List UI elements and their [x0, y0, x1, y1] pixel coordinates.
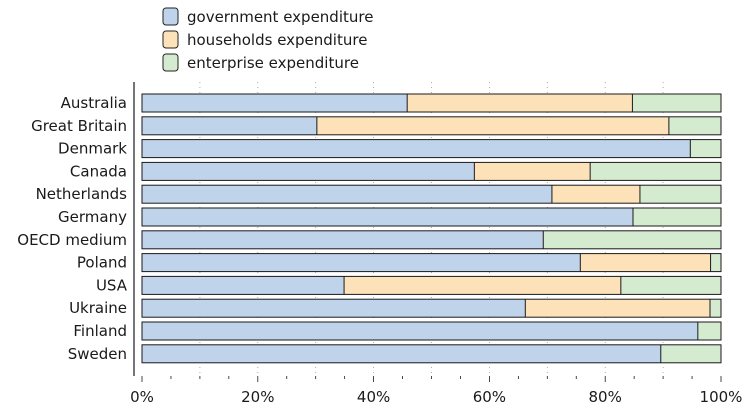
bar-usa-government-expenditure: [142, 276, 345, 295]
bar-denmark-enterprise-expenditure: [690, 139, 721, 158]
category-label-oecd-medium: OECD medium: [17, 231, 127, 249]
bar-oecd-medium-government-expenditure: [142, 230, 544, 249]
bar-usa-enterprise-expenditure: [620, 276, 721, 295]
legend-swatch-enterprise-expenditure: [162, 53, 179, 72]
bar-netherlands-government-expenditure: [142, 185, 552, 204]
category-labels: Australia Great Britain Denmark Canada Nethe…: [17, 94, 127, 363]
category-label-australia: Australia: [61, 94, 127, 112]
x-tick-label-100: 100%: [700, 388, 742, 406]
bars: [141, 93, 722, 364]
category-label-finland: Finland: [73, 322, 127, 340]
bar-outline-australia: [141, 93, 722, 113]
x-tick-label-0: 0%: [130, 388, 154, 406]
bar-outline-ukraine: [141, 298, 722, 318]
bar-sweden-enterprise-expenditure: [660, 344, 721, 363]
bar-outline-germany: [141, 207, 722, 227]
bar-canada-government-expenditure: [142, 162, 475, 181]
bar-australia-enterprise-expenditure: [632, 94, 721, 112]
bar-germany-enterprise-expenditure: [632, 208, 721, 226]
category-label-canada: Canada: [70, 162, 127, 180]
bar-usa-households-expenditure: [344, 276, 621, 295]
legend-swatch-households-expenditure: [162, 30, 179, 49]
category-label-sweden: Sweden: [68, 345, 127, 363]
bar-germany-government-expenditure: [142, 208, 633, 226]
bar-outline-sweden: [141, 344, 722, 364]
x-tick-label-40: 40%: [357, 388, 390, 406]
bar-outline-poland: [141, 253, 722, 273]
bar-finland-enterprise-expenditure: [697, 322, 721, 340]
bar-oecd-medium-enterprise-expenditure: [543, 230, 721, 249]
category-label-poland: Poland: [77, 254, 127, 272]
bar-great-britain-government-expenditure: [142, 116, 317, 135]
bar-outline-usa: [141, 275, 722, 295]
category-label-usa: USA: [96, 276, 128, 294]
bar-poland-enterprise-expenditure: [710, 253, 721, 272]
legend: government expenditure households expendi…: [162, 7, 373, 72]
bar-poland-government-expenditure: [142, 253, 581, 272]
legend-swatch-government-expenditure: [162, 7, 179, 26]
bar-ukraine-households-expenditure: [525, 299, 710, 318]
category-label-netherlands: Netherlands: [36, 185, 128, 203]
axes: 0% 20% 40% 60% 80% 100%: [130, 82, 742, 406]
bar-canada-enterprise-expenditure: [590, 162, 721, 181]
bar-ukraine-enterprise-expenditure: [709, 299, 721, 318]
bar-finland-government-expenditure: [142, 322, 698, 340]
x-tick-label-20: 20%: [241, 388, 274, 406]
bar-canada-households-expenditure: [474, 162, 591, 181]
bar-netherlands-households-expenditure: [551, 185, 640, 204]
category-label-great-britain: Great Britain: [31, 117, 127, 135]
bar-great-britain-enterprise-expenditure: [668, 116, 721, 135]
bar-outline-canada: [141, 161, 722, 181]
x-tick-label-80: 80%: [589, 388, 622, 406]
category-label-denmark: Denmark: [58, 140, 127, 158]
bar-outline-great-britain: [141, 116, 722, 136]
bar-australia-households-expenditure: [407, 94, 633, 112]
bar-outline-finland: [141, 321, 722, 341]
legend-label-government-expenditure: government expenditure: [187, 8, 373, 26]
bar-poland-households-expenditure: [580, 253, 711, 272]
bar-outline-denmark: [141, 139, 722, 159]
category-label-germany: Germany: [58, 208, 127, 226]
bar-denmark-government-expenditure: [142, 139, 691, 158]
bar-ukraine-government-expenditure: [142, 299, 526, 318]
bar-sweden-government-expenditure: [142, 344, 661, 363]
legend-label-enterprise-expenditure: enterprise expenditure: [187, 54, 359, 72]
bar-outline-netherlands: [141, 184, 722, 204]
bar-netherlands-enterprise-expenditure: [639, 185, 721, 204]
bar-australia-government-expenditure: [142, 94, 408, 112]
x-tick-label-60: 60%: [473, 388, 506, 406]
bar-outline-oecd-medium: [141, 230, 722, 250]
legend-label-households-expenditure: households expenditure: [187, 31, 367, 49]
bar-great-britain-households-expenditure: [316, 116, 669, 135]
category-label-ukraine: Ukraine: [69, 299, 127, 317]
